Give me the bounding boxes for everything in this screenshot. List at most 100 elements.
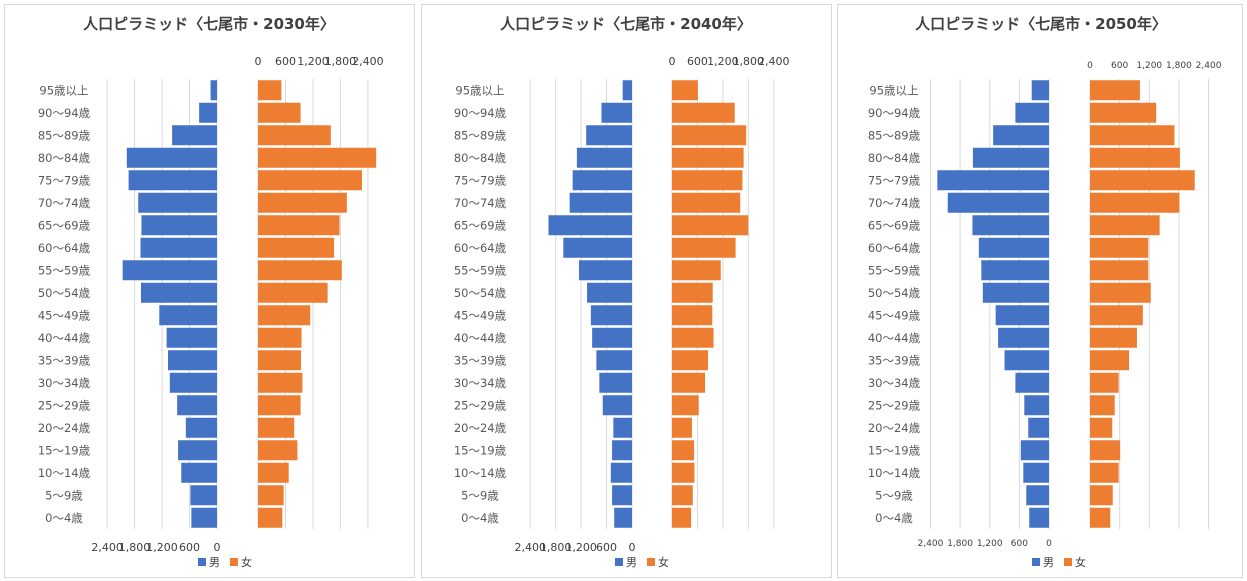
female-axis-tick-label: 1,800 bbox=[733, 55, 765, 68]
female-bar bbox=[1090, 462, 1119, 483]
chart-legend: 男女 bbox=[615, 555, 669, 569]
male-bar bbox=[599, 372, 632, 393]
male-bar bbox=[579, 260, 632, 281]
pyramid-chart-0: 人口ピラミッド〈七尾市・2030年〉 0〜4歳 5〜9歳 10〜14歳 15〜19歳 20… bbox=[38, 15, 384, 569]
legend-swatch-female bbox=[230, 558, 238, 566]
male-bar bbox=[181, 462, 217, 483]
age-category-label: 80〜84歳 bbox=[454, 151, 507, 165]
female-bar bbox=[672, 485, 693, 506]
male-bar bbox=[172, 125, 217, 146]
male-bar bbox=[141, 215, 217, 236]
female-bar bbox=[1090, 192, 1180, 213]
age-category-label: 65〜69歳 bbox=[454, 218, 507, 232]
male-bar bbox=[210, 80, 217, 101]
age-category-label: 85〜89歳 bbox=[38, 128, 91, 142]
female-bar bbox=[672, 102, 735, 123]
age-category-label: 35〜39歳 bbox=[868, 353, 921, 367]
male-bar bbox=[993, 125, 1049, 146]
female-axis-tick-label: 1,800 bbox=[325, 55, 357, 68]
age-category-label: 0〜4歳 bbox=[461, 511, 499, 525]
age-category-label: 60〜64歳 bbox=[38, 241, 91, 255]
age-category-label: 0〜4歳 bbox=[875, 511, 913, 525]
male-bar bbox=[191, 507, 217, 528]
age-category-label: 90〜94歳 bbox=[454, 106, 507, 120]
male-bar bbox=[185, 417, 217, 438]
female-bar bbox=[1090, 80, 1140, 101]
age-category-label: 45〜49歳 bbox=[868, 308, 921, 322]
female-bar bbox=[258, 282, 328, 303]
legend-swatch-male bbox=[615, 558, 623, 566]
female-bar bbox=[672, 507, 692, 528]
age-category-label: 30〜34歳 bbox=[454, 376, 507, 390]
legend-swatch-male bbox=[198, 558, 206, 566]
female-bar bbox=[258, 237, 335, 258]
legend-swatch-male bbox=[1032, 558, 1040, 566]
female-bar bbox=[672, 237, 736, 258]
age-category-label: 60〜64歳 bbox=[454, 241, 507, 255]
female-bar bbox=[258, 485, 284, 506]
legend-label-male: 男 bbox=[209, 556, 220, 569]
age-category-label: 75〜79歳 bbox=[454, 173, 507, 187]
female-bar bbox=[258, 462, 289, 483]
age-category-label: 20〜24歳 bbox=[38, 421, 91, 435]
age-category-label: 50〜54歳 bbox=[868, 286, 921, 300]
age-category-label: 45〜49歳 bbox=[454, 308, 507, 322]
male-bar bbox=[140, 282, 217, 303]
age-category-label: 5〜9歳 bbox=[875, 488, 913, 502]
age-category-label: 60〜64歳 bbox=[868, 241, 921, 255]
male-bar bbox=[612, 485, 632, 506]
female-bar bbox=[672, 462, 695, 483]
female-bar bbox=[1090, 327, 1137, 348]
female-bar bbox=[1090, 125, 1175, 146]
female-bar bbox=[1090, 147, 1180, 168]
female-bar bbox=[1090, 440, 1121, 461]
male-bar bbox=[177, 395, 217, 416]
age-category-label: 0〜4歳 bbox=[45, 511, 83, 525]
female-bar bbox=[258, 260, 342, 281]
female-bar bbox=[258, 170, 362, 191]
age-category-label: 65〜69歳 bbox=[868, 218, 921, 232]
age-category-label: 40〜44歳 bbox=[868, 331, 921, 345]
age-category-label: 35〜39歳 bbox=[38, 353, 91, 367]
male-axis-tick-label: 0 bbox=[214, 541, 221, 554]
pyramid-chart-1: 人口ピラミッド〈七尾市・2040年〉 0〜4歳 5〜9歳 10〜14歳 15〜19歳 20… bbox=[454, 15, 790, 569]
female-bar bbox=[1090, 507, 1111, 528]
male-bar bbox=[140, 237, 217, 258]
male-axis-tick-label: 1,200 bbox=[565, 541, 597, 554]
age-category-label: 70〜74歳 bbox=[38, 196, 91, 210]
age-category-label: 80〜84歳 bbox=[38, 151, 91, 165]
age-category-label: 50〜54歳 bbox=[38, 286, 91, 300]
female-axis-tick-label: 600 bbox=[687, 55, 708, 68]
male-axis-tick-label: 0 bbox=[629, 541, 636, 554]
male-bar bbox=[169, 372, 217, 393]
male-bar bbox=[167, 350, 217, 371]
age-category-label: 35〜39歳 bbox=[454, 353, 507, 367]
male-bar bbox=[572, 170, 632, 191]
legend-label-female: 女 bbox=[1075, 555, 1086, 569]
male-bar bbox=[563, 237, 632, 258]
male-bar bbox=[596, 350, 632, 371]
age-category-label: 55〜59歳 bbox=[868, 263, 921, 277]
age-category-label: 25〜29歳 bbox=[38, 398, 91, 412]
male-axis-tick-label: 1,800 bbox=[540, 541, 572, 554]
female-axis-tick-label: 1,200 bbox=[707, 55, 739, 68]
male-bar bbox=[587, 282, 632, 303]
female-axis-tick-label: 1,200 bbox=[297, 55, 329, 68]
male-bar bbox=[612, 440, 632, 461]
female-bar bbox=[258, 192, 347, 213]
male-bar bbox=[614, 507, 632, 528]
legend-label-male: 男 bbox=[1043, 556, 1054, 569]
male-axis-tick-label: 1,200 bbox=[146, 541, 178, 554]
female-bar bbox=[258, 440, 298, 461]
female-bar bbox=[1090, 282, 1151, 303]
chart-legend: 男女 bbox=[198, 555, 252, 569]
female-bar bbox=[672, 170, 743, 191]
male-bar bbox=[613, 417, 632, 438]
age-category-label: 30〜34歳 bbox=[38, 376, 91, 390]
female-bar bbox=[672, 282, 713, 303]
female-bar bbox=[672, 215, 749, 236]
male-bar bbox=[178, 440, 217, 461]
male-axis-tick-label: 1,800 bbox=[947, 539, 973, 549]
age-category-label: 15〜19歳 bbox=[868, 443, 921, 457]
